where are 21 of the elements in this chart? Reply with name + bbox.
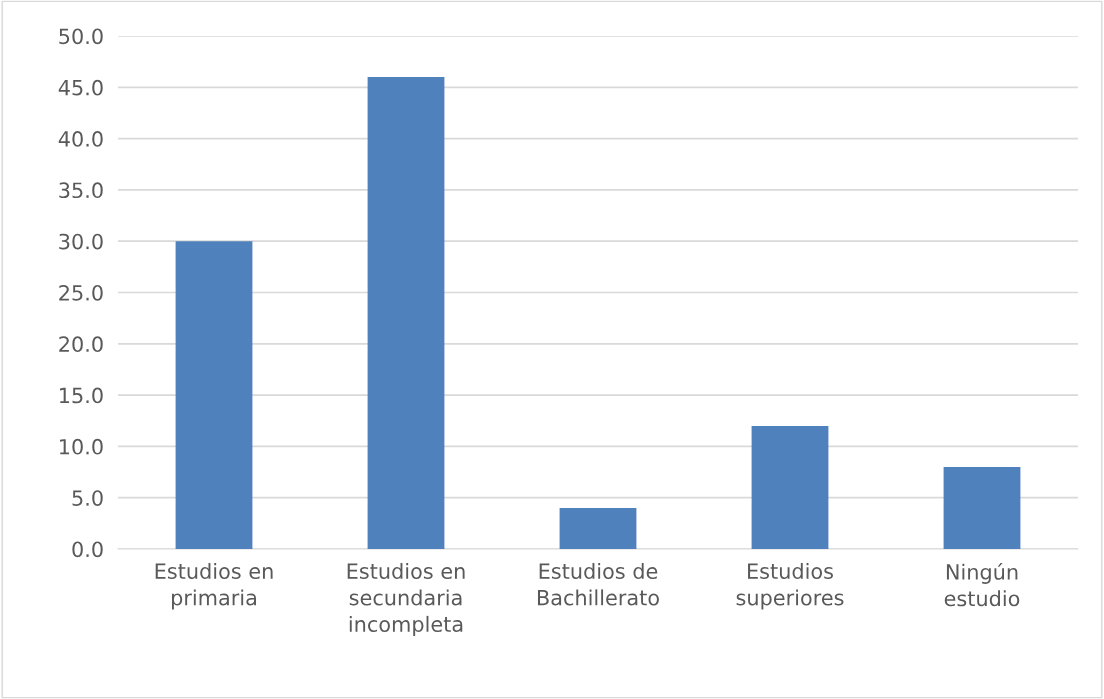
y-tick-label: 10.0 [60, 438, 103, 455]
x-tick-label: Estudios en secundaria incompleta [347, 562, 465, 637]
y-tick-label: 45.0 [58, 79, 103, 96]
bar [559, 507, 637, 549]
x-tick-label: Estudios de Bachillerato [537, 562, 659, 606]
y-tick-label: 20.0 [59, 336, 103, 353]
bar [175, 241, 253, 549]
bar [751, 425, 829, 549]
x-tick-label: Ningún estudio [944, 562, 1020, 607]
bar [367, 77, 445, 549]
y-tick-label: 25.0 [59, 284, 103, 301]
y-tick-label: 30.0 [59, 233, 103, 250]
x-tick-label: Estudios superiores [736, 562, 844, 610]
y-tick-label: 40.0 [58, 131, 103, 147]
y-tick-label: 50.0 [59, 28, 103, 45]
y-tick-label: 35.0 [59, 182, 103, 199]
y-tick-label: 0.0 [72, 541, 103, 558]
x-tick-label: Estudios en primaria [155, 562, 273, 610]
y-tick-label: 15.0 [60, 387, 103, 404]
bar [943, 466, 1021, 549]
y-tick-label: 5.0 [72, 490, 103, 506]
